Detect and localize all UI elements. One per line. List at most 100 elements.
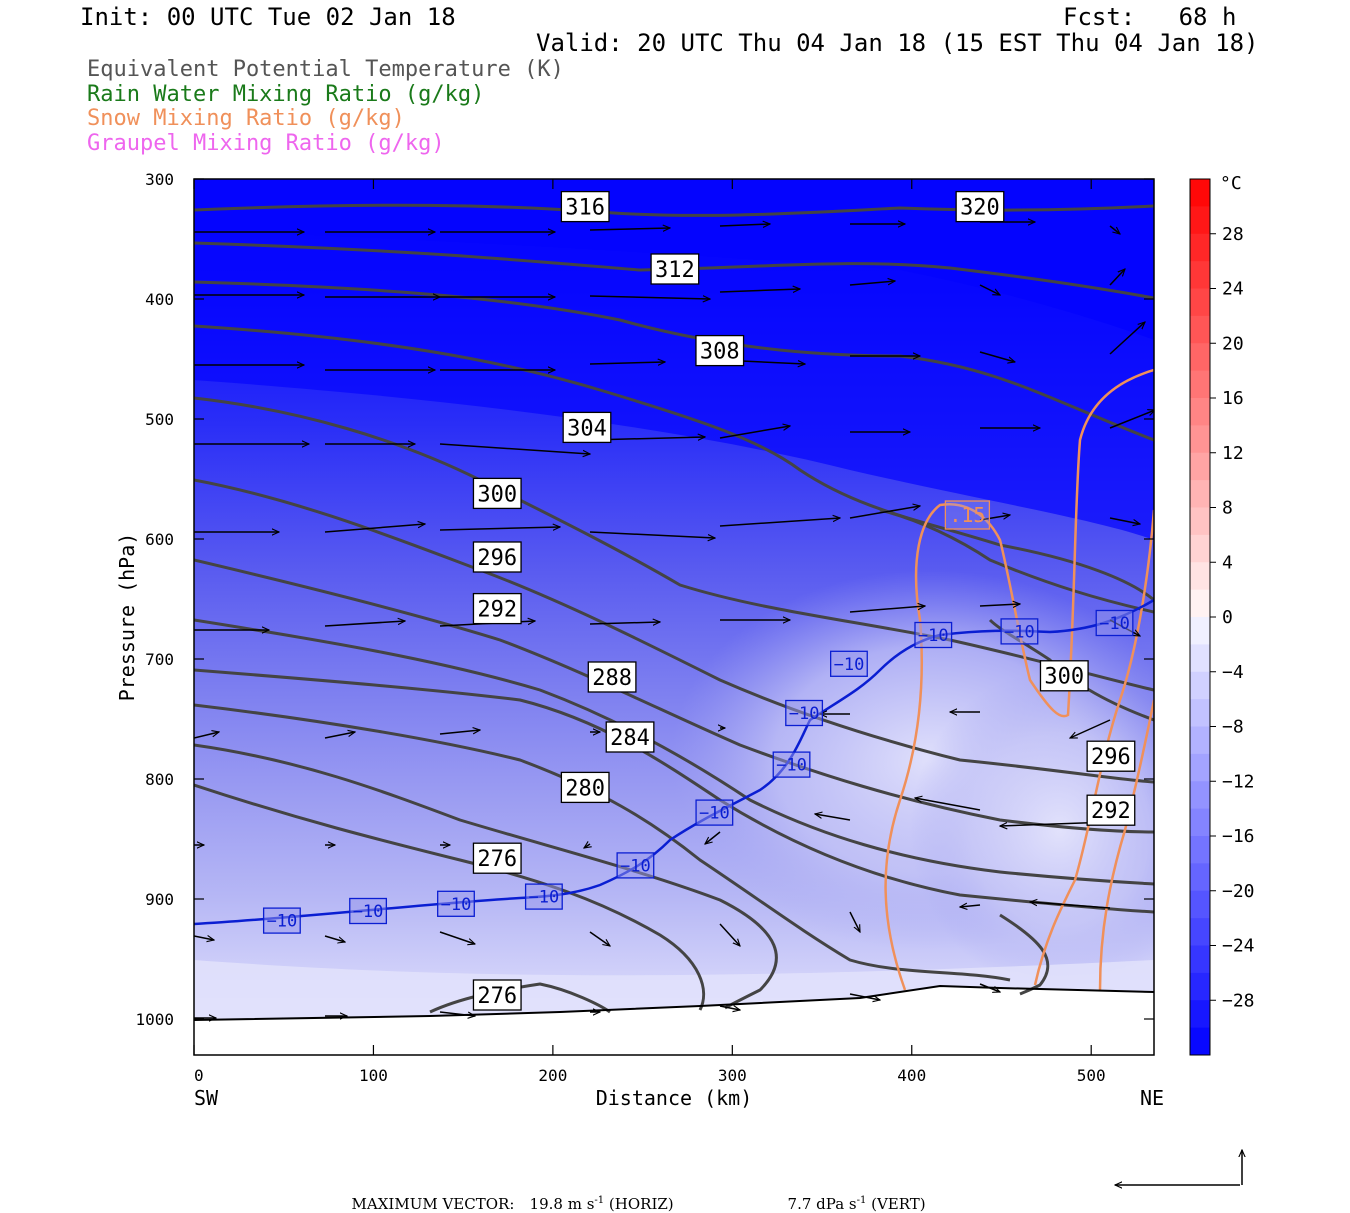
snow-label: .15 — [949, 503, 985, 527]
y-tick-label: 500 — [145, 410, 174, 429]
theta-e-line — [194, 396, 1154, 692]
colorbar-segment — [1190, 671, 1210, 700]
colorbar-segment — [1190, 425, 1210, 454]
theta-e-line — [194, 618, 1154, 886]
colorbar-unit: °C — [1220, 173, 1242, 194]
theta-e-line — [194, 783, 706, 1011]
colorbar-tick-label: 4 — [1222, 552, 1233, 573]
colorbar-segment — [1190, 589, 1210, 618]
wind-arrow — [719, 426, 790, 439]
wind-arrow — [324, 621, 405, 627]
colorbar-segment — [1190, 644, 1210, 673]
theta-e-label-box — [1086, 740, 1136, 772]
theta-e-label: 296 — [477, 546, 517, 571]
theta-e-label-box — [955, 190, 1005, 223]
wind-arrow — [979, 351, 1015, 362]
wind-vectors — [194, 222, 1154, 1018]
wind-arrow — [589, 622, 660, 624]
wind-arrow — [719, 1006, 740, 1010]
colorbar-tick-label: −16 — [1222, 826, 1255, 847]
colorbar-segment — [1190, 781, 1210, 810]
isotherm-label: −10 — [776, 756, 807, 776]
wind-arrow — [439, 443, 590, 454]
y-tick-label: 400 — [145, 290, 174, 309]
wind-arrow — [1109, 322, 1145, 355]
isotherm-contour — [194, 598, 1154, 926]
isotherm-label-box — [914, 621, 953, 649]
plot-frame — [193, 178, 1155, 1056]
colorbar-segment — [1190, 370, 1210, 399]
isotherm-label: −10 — [1004, 623, 1035, 643]
colorbar-segment — [1190, 507, 1210, 536]
theta-e-line — [429, 982, 611, 1014]
theta-e-label-box — [650, 253, 700, 285]
wind-arrow — [439, 527, 560, 530]
theta-e-label: 320 — [960, 196, 1000, 221]
colorbar-segment — [1190, 398, 1210, 426]
isotherm-label-box — [616, 852, 655, 879]
wind-arrow — [815, 814, 851, 821]
theta-e-label-box — [472, 592, 522, 625]
theta-e-label: 292 — [477, 598, 517, 623]
wind-arrow — [589, 931, 610, 946]
colorbar-segment — [1190, 315, 1210, 344]
y-tick-label: 1000 — [135, 1010, 174, 1029]
legend-graupel: Graupel Mixing Ratio (g/kg) — [87, 131, 445, 156]
colorbar-tick-label: 16 — [1222, 388, 1244, 409]
colorbar-segment — [1190, 1027, 1210, 1056]
colorbar-tick-label: −24 — [1222, 936, 1255, 957]
legend-theta-e: Equivalent Potential Temperature (K) — [87, 57, 564, 82]
wind-arrow — [1030, 902, 1111, 909]
theta-e-label-box — [472, 541, 522, 573]
snow-line — [1098, 699, 1154, 991]
colorbar-segment — [1190, 836, 1210, 864]
x-tick-label: 100 — [359, 1066, 388, 1085]
isotherm-label: −10 — [620, 857, 651, 877]
x-axis-left-end: SW — [194, 1086, 219, 1110]
wind-arrow — [979, 515, 1010, 521]
y-tick-label: 300 — [145, 170, 174, 189]
colorbar-segment — [1190, 890, 1210, 919]
colorbar-segment — [1190, 562, 1210, 591]
colorbar-segment — [1190, 808, 1210, 837]
isotherm-label-box — [1000, 618, 1039, 645]
isotherm-label: −10 — [834, 655, 865, 675]
wind-arrow — [719, 923, 740, 946]
theta-e-label-box — [605, 721, 655, 753]
y-axis-label: Pressure (hPa) — [115, 533, 139, 702]
wind-arrow — [1109, 225, 1120, 234]
isotherm-label: −10 — [789, 704, 820, 724]
wind-arrow — [324, 935, 345, 942]
isotherm-label: −10 — [353, 902, 384, 922]
max-vector-vert: 7.7 dPa s-1 (VERT) — [787, 1195, 926, 1213]
theta-e-line — [194, 668, 1154, 914]
theta-e-line — [194, 478, 1154, 784]
colorbar-segment — [1190, 1000, 1210, 1029]
theta-e-line — [194, 203, 1154, 217]
theta-e-label-box — [472, 842, 522, 874]
wind-arrow — [589, 228, 670, 230]
colorbar-tick-label: 20 — [1222, 333, 1244, 354]
wind-arrow — [979, 604, 1020, 606]
x-tick-label: 300 — [718, 1066, 747, 1085]
wind-arrow — [194, 936, 214, 940]
colorbar-segment — [1190, 288, 1210, 317]
legend-rain: Rain Water Mixing Ratio (g/kg) — [87, 82, 485, 107]
theta-e-label: 312 — [655, 258, 695, 283]
colorbar-segment — [1190, 972, 1210, 1001]
wind-arrow — [849, 506, 920, 519]
colorbar-tick-label: 8 — [1222, 498, 1233, 519]
wind-arrow — [705, 831, 721, 844]
theta-e-label: 284 — [610, 726, 650, 751]
wind-arrow — [584, 844, 590, 848]
wind-arrow — [1109, 517, 1140, 524]
isotherm-label-box — [262, 907, 301, 934]
theta-e-label: 280 — [565, 776, 605, 801]
wind-arrow — [194, 732, 219, 739]
legend-snow: Snow Mixing Ratio (g/kg) — [87, 106, 405, 131]
wind-arrow — [915, 798, 981, 811]
colorbar-tick-label: 28 — [1222, 224, 1244, 245]
theta-e-label: 316 — [565, 196, 605, 221]
